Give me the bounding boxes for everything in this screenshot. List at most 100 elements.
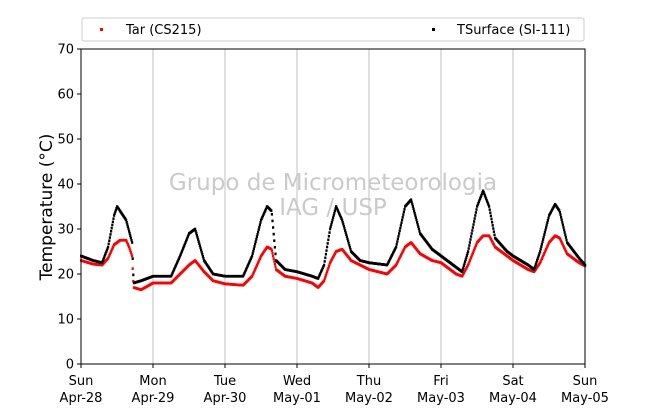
tsurface-point — [342, 222, 345, 226]
tsurface-point — [341, 220, 344, 224]
tsurface-point — [177, 258, 180, 262]
tsurface-point — [411, 205, 414, 208]
tar-point — [325, 272, 328, 275]
tar-point — [132, 279, 135, 283]
tsurface-point — [257, 230, 260, 234]
tsurface-point — [244, 269, 247, 273]
tsurface-point — [201, 255, 204, 258]
tsurface-point — [105, 248, 108, 252]
tsurface-point — [534, 264, 537, 268]
tar-point — [272, 254, 275, 258]
tsurface-point — [399, 226, 402, 230]
tsurface-point — [348, 246, 351, 249]
tsurface-point — [322, 265, 325, 268]
tar-point — [270, 247, 273, 251]
tar-point — [327, 266, 330, 270]
tar-point — [125, 240, 128, 243]
tsurface-point — [261, 214, 264, 218]
tsurface-point — [113, 212, 116, 215]
tar-point — [129, 249, 132, 252]
tsurface-point — [414, 216, 417, 220]
tsurface-point — [412, 207, 415, 211]
tar-point — [274, 265, 277, 269]
tar-point — [545, 246, 548, 250]
tsurface-point — [417, 227, 420, 231]
tsurface-point — [173, 266, 176, 270]
tsurface-point — [320, 269, 323, 272]
tar-point — [271, 252, 274, 255]
tsurface-point — [197, 238, 200, 241]
y-tick-label: 0 — [66, 358, 74, 373]
legend-marker-tar — [100, 28, 103, 31]
tsurface-point — [418, 229, 421, 233]
x-tick-label: Tue Apr-30 — [204, 374, 247, 406]
tsurface-point — [467, 250, 470, 253]
tar-point — [473, 248, 476, 252]
tar-point — [474, 244, 477, 247]
tar-point — [111, 247, 114, 251]
tsurface-point — [544, 228, 547, 232]
legend-marker-tsurface — [432, 28, 435, 31]
tsurface-point — [273, 239, 276, 242]
x-tick-date: May-02 — [345, 391, 393, 406]
tar-point — [252, 272, 255, 275]
tsurface-point — [245, 268, 248, 271]
tsurface-point — [461, 270, 464, 274]
tsurface-point — [254, 240, 257, 243]
tsurface-point — [259, 221, 262, 224]
tsurface-point — [487, 203, 490, 207]
tsurface-point — [340, 217, 343, 220]
tar-point — [474, 245, 477, 249]
tsurface-point — [178, 256, 181, 259]
tsurface-point — [413, 211, 416, 215]
tsurface-point — [245, 266, 248, 270]
tsurface-point — [317, 275, 320, 279]
tsurface-point — [396, 237, 399, 241]
tar-point — [468, 260, 471, 264]
x-tick-label: Sat May-04 — [489, 374, 537, 406]
tsurface-point — [542, 238, 545, 241]
tsurface-point — [536, 257, 539, 260]
tsurface-point — [249, 258, 252, 262]
tsurface-point — [325, 249, 328, 252]
y-tick-label: 50 — [57, 133, 74, 148]
x-tick-date: Apr-30 — [204, 391, 247, 406]
tsurface-point — [258, 225, 261, 229]
tsurface-point — [185, 239, 188, 243]
tsurface-point — [110, 226, 113, 230]
tsurface-point — [486, 202, 489, 205]
tar-point — [546, 245, 549, 248]
tsurface-point — [470, 232, 473, 235]
tsurface-point — [490, 217, 493, 221]
tsurface-point — [474, 214, 477, 217]
tsurface-point — [260, 217, 263, 220]
tar-point — [253, 269, 256, 273]
tsurface-point — [491, 220, 494, 224]
tsurface-point — [132, 273, 135, 277]
tsurface-point — [131, 241, 134, 244]
tsurface-point — [129, 234, 132, 238]
tsurface-point — [545, 223, 548, 227]
tar-point — [472, 250, 475, 253]
tsurface-point — [395, 245, 398, 249]
tsurface-point — [488, 205, 491, 208]
legend-label-tsurface: TSurface (SI-111) — [456, 23, 570, 38]
tsurface-point — [260, 218, 263, 222]
tsurface-point — [251, 254, 254, 258]
vertical-gridlines — [152, 49, 514, 364]
tsurface-point — [537, 253, 540, 257]
tsurface-point — [317, 277, 320, 280]
tar-point — [255, 264, 258, 267]
tsurface-point — [194, 227, 197, 231]
tsurface-point — [327, 238, 330, 242]
tar-point — [273, 262, 276, 266]
tsurface-point — [330, 223, 333, 226]
tsurface-point — [324, 252, 327, 256]
tsurface-point — [545, 226, 548, 229]
tsurface-point — [173, 268, 176, 271]
tsurface-point — [200, 248, 203, 252]
tsurface-point — [476, 205, 479, 208]
tar-point — [130, 252, 133, 256]
tsurface-point — [481, 191, 484, 194]
